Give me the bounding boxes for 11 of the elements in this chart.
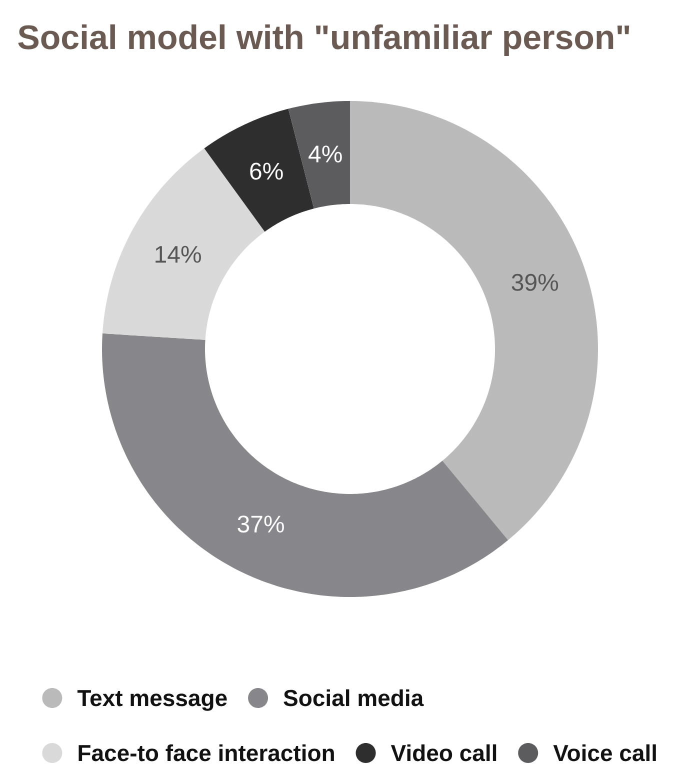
data-label: 4% — [308, 146, 342, 162]
legend-label: Video call — [390, 744, 496, 762]
data-label: 14% — [156, 246, 201, 263]
legend-label: Social media — [284, 689, 424, 706]
legend-label: Text message — [77, 690, 227, 711]
legend-label: Voice call — [553, 744, 656, 762]
legend-label: Face-to face interaction — [78, 744, 334, 762]
data-label: 37% — [238, 516, 284, 533]
chart-title: Social model with "unfamiliar person" — [18, 24, 630, 56]
data-label: 6% — [250, 162, 283, 180]
data-label: 39% — [512, 274, 558, 291]
